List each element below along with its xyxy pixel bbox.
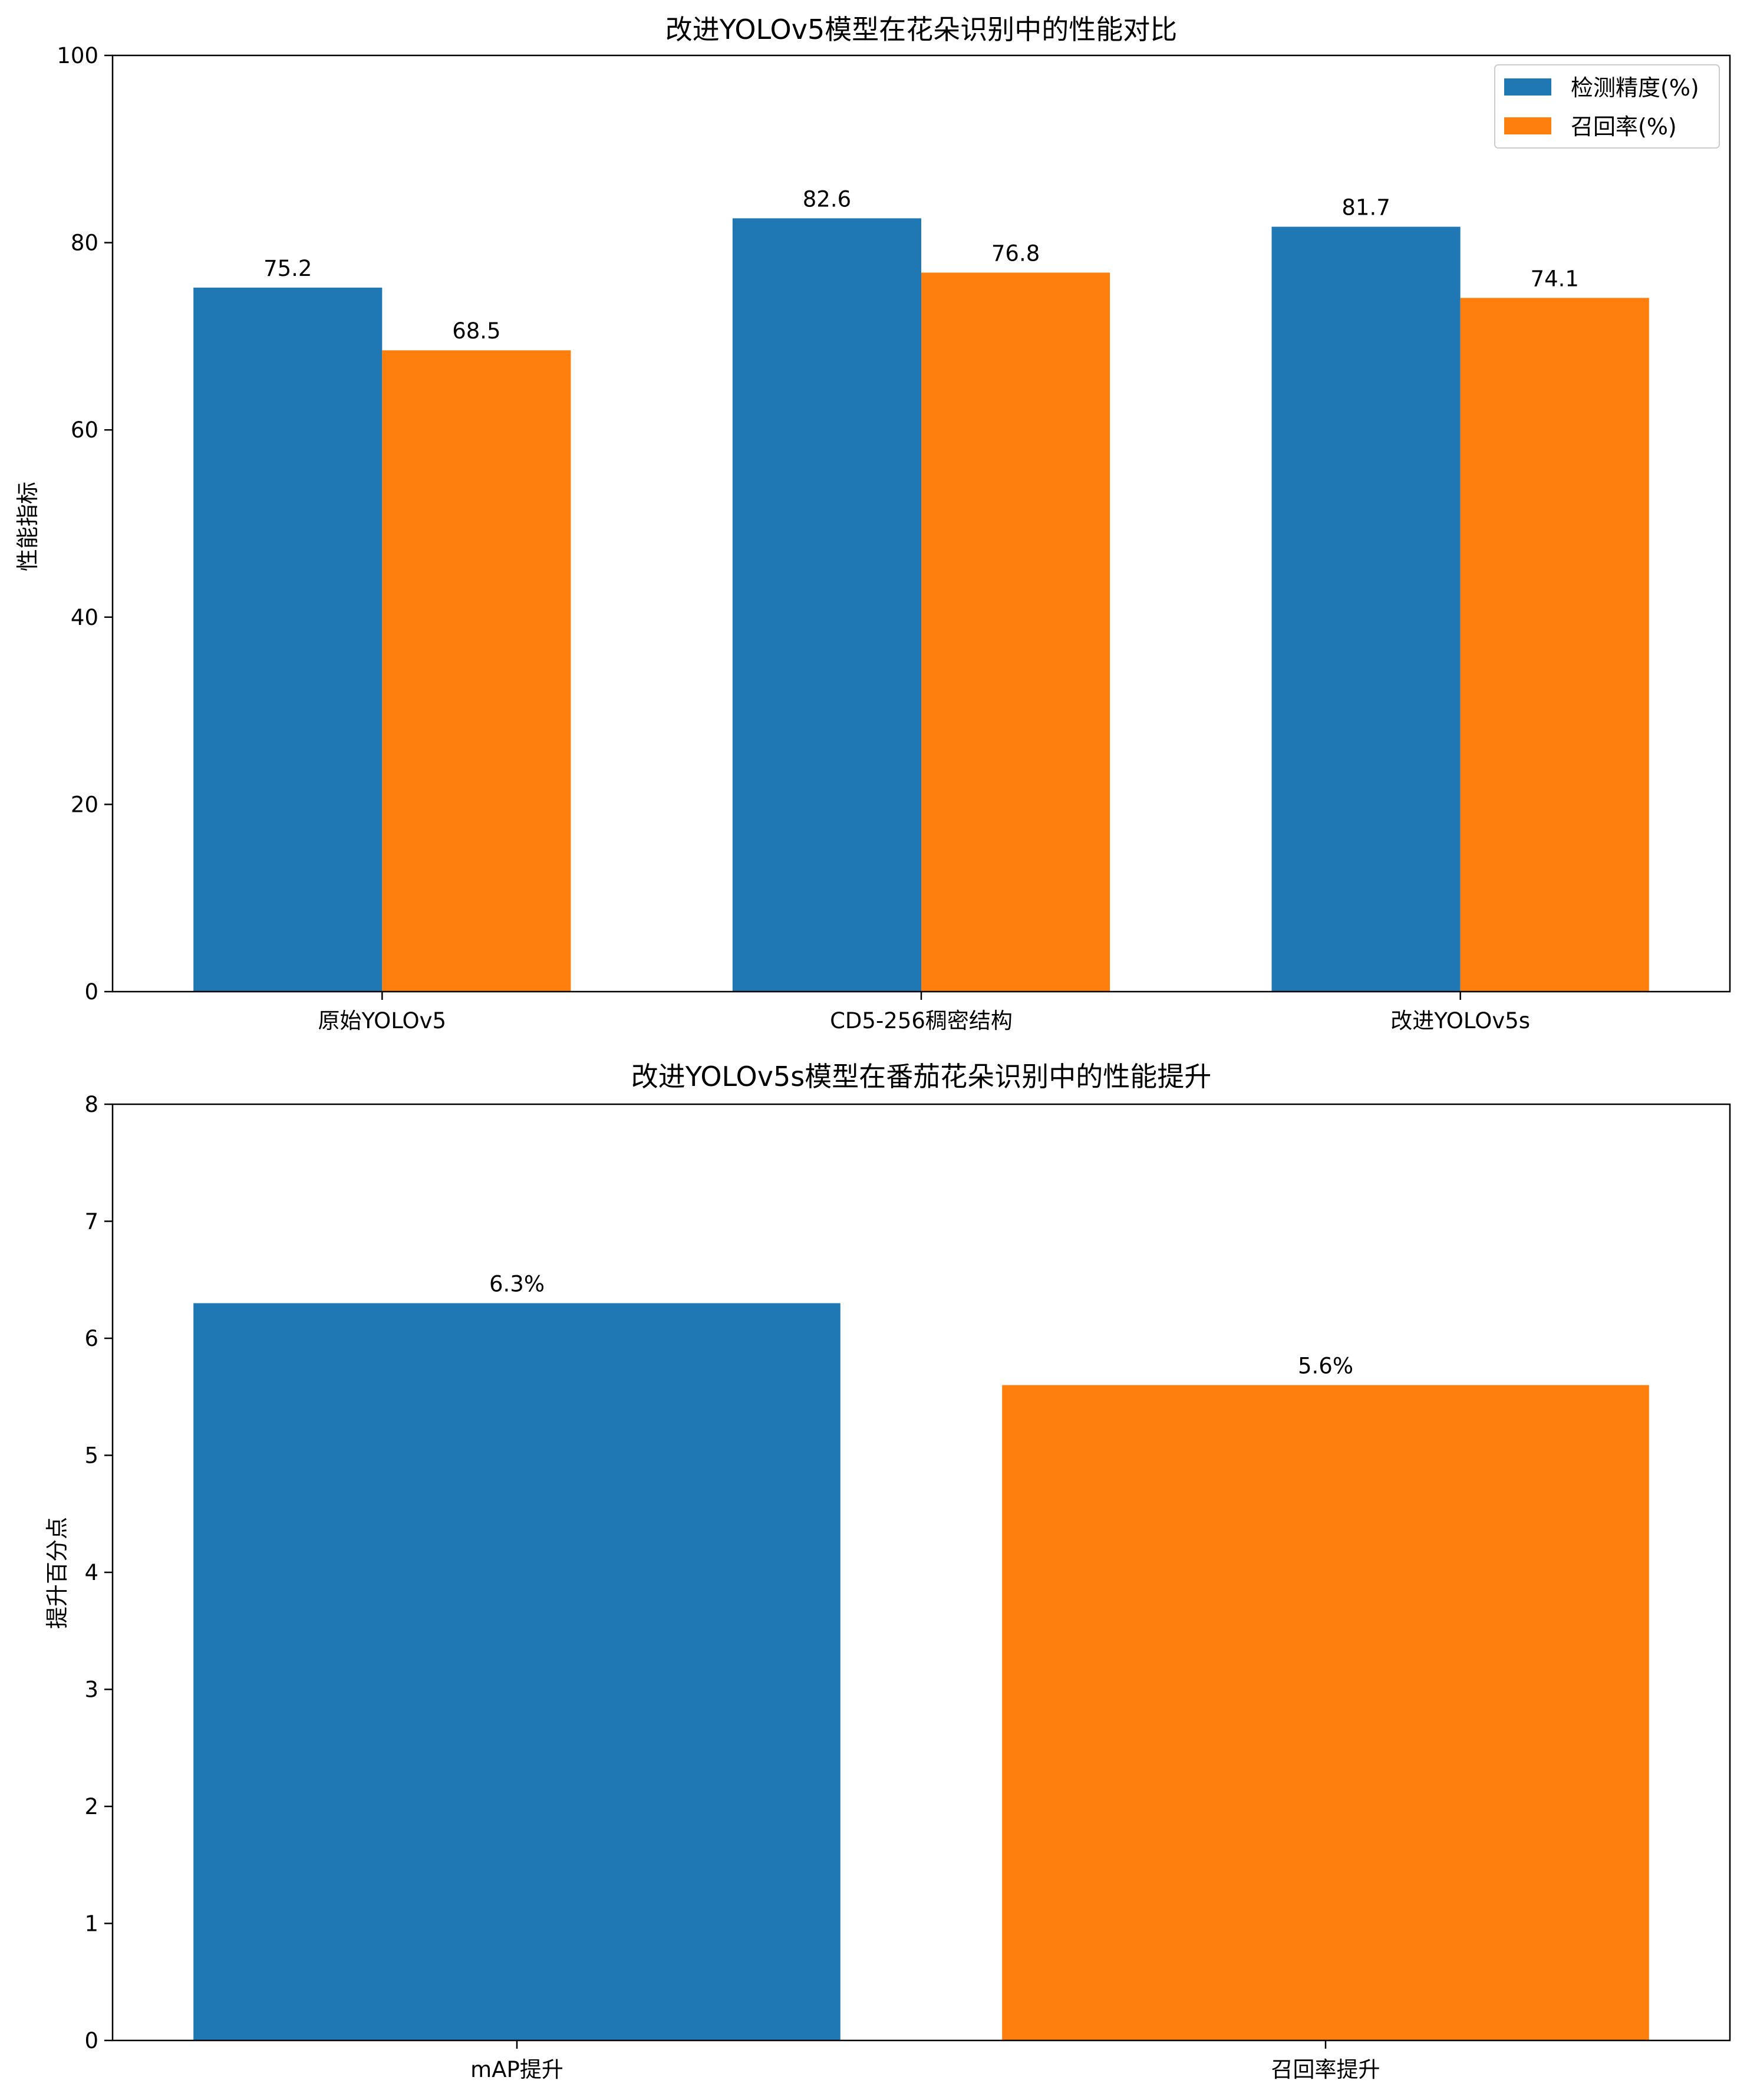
chart1-y-axis: 0 20 40 60 80 100 [57, 43, 113, 1005]
y-tick-label-4: 4 [84, 1560, 98, 1585]
chart2-title: 改进YOLOv5s模型在番茄花朵识别中的性能提升 [631, 1061, 1211, 1092]
y-tick-label-20: 20 [71, 792, 98, 817]
chart1-x-axis: 原始YOLOv5 CD5-256稠密结构 改进YOLOv5s [318, 992, 1530, 1033]
chart1-bars [193, 218, 1649, 992]
bar-recall-2 [1460, 298, 1649, 992]
chart-tomato-improvement: 改进YOLOv5s模型在番茄花朵识别中的性能提升 提升百分点 6.3%5.6% … [44, 1061, 1731, 2082]
y-tick-label-8: 8 [84, 1092, 98, 1117]
chart2-x-axis: mAP提升 召回率提升 [470, 2040, 1380, 2082]
chart-performance-comparison: 改进YOLOv5模型在花朵识别中的性能对比 性能指标 75.268.582.67… [15, 14, 1731, 1033]
bar-improvement-1 [1002, 1385, 1649, 2040]
data-label-precision-2: 81.7 [1341, 195, 1390, 220]
y-tick-label-100: 100 [57, 43, 98, 68]
chart1-title: 改进YOLOv5模型在花朵识别中的性能对比 [665, 14, 1177, 45]
chart2-y-axis: 0 1 2 3 4 5 6 7 8 [84, 1092, 113, 2053]
data-label-improvement-1: 5.6% [1298, 1353, 1353, 1378]
y-tick-label-0: 0 [84, 2028, 98, 2053]
x-tick-label-2: 改进YOLOv5s [1390, 1008, 1530, 1033]
x-tick-label-0: 原始YOLOv5 [318, 1008, 447, 1033]
data-label-recall-0: 68.5 [452, 318, 500, 344]
legend-label-recall: 召回率(%) [1571, 114, 1677, 140]
y-tick-label-1: 1 [84, 1911, 98, 1937]
y-tick-label-40: 40 [71, 605, 98, 630]
y-tick-label-0: 0 [84, 979, 98, 1005]
chart2-plot-frame [111, 1103, 1731, 2042]
y-tick-label-6: 6 [84, 1326, 98, 1351]
y-tick-label-2: 2 [84, 1794, 98, 1819]
data-label-improvement-0: 6.3% [489, 1271, 545, 1296]
data-label-recall-1: 76.8 [991, 241, 1040, 266]
chart1-plot-frame [111, 54, 1731, 993]
bar-improvement-0 [193, 1303, 840, 2040]
chart2-data-labels: 6.3% 5.6% [489, 1271, 1353, 1378]
chart1-ylabel: 性能指标 [15, 482, 41, 571]
y-tick-label-80: 80 [71, 231, 98, 256]
legend-swatch-recall [1504, 117, 1551, 134]
y-tick-label-3: 3 [84, 1677, 98, 1703]
y-tick-label-7: 7 [84, 1209, 98, 1235]
y-tick-label-60: 60 [71, 417, 98, 443]
bar-recall-0 [382, 350, 571, 992]
chart1-legend: 检测精度(%) 召回率(%) [1494, 64, 1720, 149]
bar-precision-2 [1271, 226, 1461, 992]
bar-recall-1 [921, 272, 1110, 992]
bar-precision-0 [193, 287, 383, 992]
x-tick-label-1: CD5-256稠密结构 [830, 1008, 1013, 1033]
chart2-bars [193, 1303, 1649, 2040]
y-tick-label-5: 5 [84, 1443, 98, 1469]
legend-label-precision: 检测精度(%) [1571, 75, 1699, 101]
x-tick-label-0: mAP提升 [470, 2057, 563, 2082]
data-label-recall-2: 74.1 [1531, 266, 1579, 291]
chart1-data-labels: 75.2 68.5 82.6 76.8 81.7 74.1 [263, 186, 1579, 344]
bar-precision-1 [732, 218, 921, 992]
x-tick-label-1: 召回率提升 [1271, 2057, 1380, 2082]
legend-swatch-precision [1504, 78, 1551, 96]
data-label-precision-0: 75.2 [263, 256, 312, 281]
chart2-ylabel: 提升百分点 [44, 1517, 70, 1629]
data-label-precision-1: 82.6 [803, 186, 851, 212]
